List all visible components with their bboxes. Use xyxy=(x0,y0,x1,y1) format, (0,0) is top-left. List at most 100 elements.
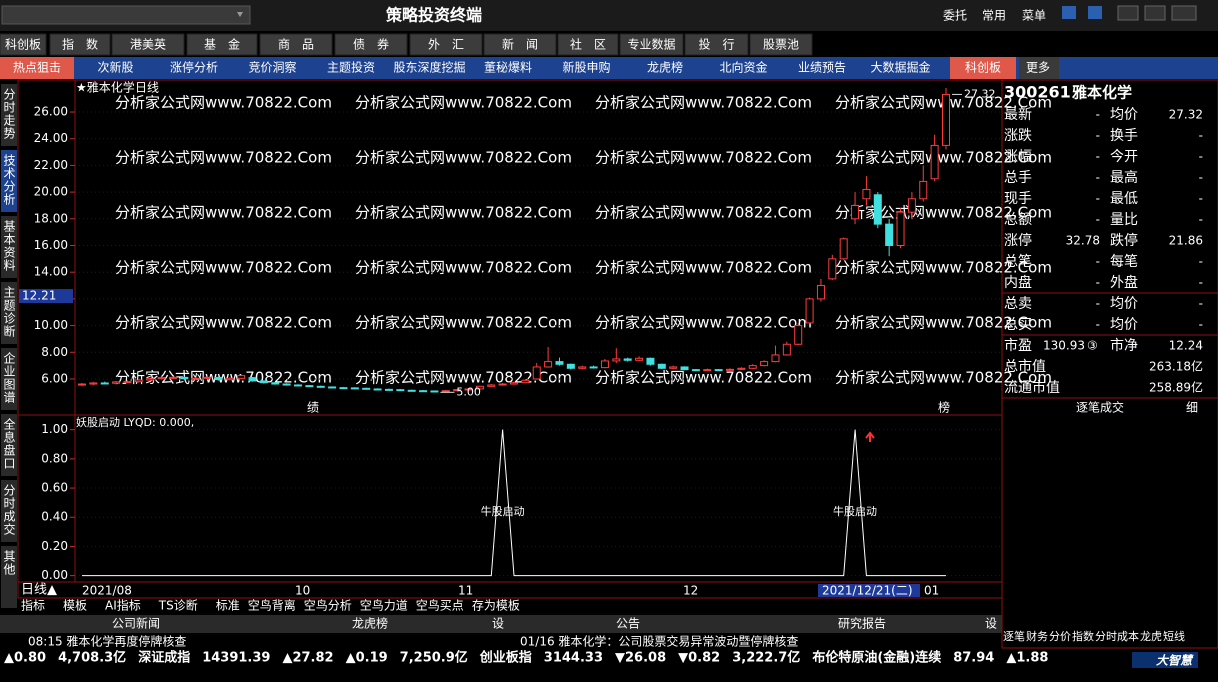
tab-label[interactable]: 大数据掘金 xyxy=(870,60,930,75)
tab-label[interactable]: 业绩预告 xyxy=(798,61,846,75)
menu-button[interactable] xyxy=(409,33,483,56)
watermark: 分析家公式网www.70822.Com xyxy=(355,314,572,332)
side-tab[interactable] xyxy=(1,546,17,608)
menu-button[interactable] xyxy=(334,33,408,56)
candle-body xyxy=(203,376,212,379)
news-header[interactable]: 设 xyxy=(985,617,997,631)
btn[interactable] xyxy=(1088,6,1102,19)
side-tab[interactable] xyxy=(1,348,17,410)
btn[interactable] xyxy=(1062,6,1076,19)
side-tab[interactable] xyxy=(1,216,17,278)
menu-button[interactable] xyxy=(49,33,111,56)
quote-tab[interactable]: 逐笔 xyxy=(1003,629,1025,643)
tab-label[interactable]: 次新股 xyxy=(97,60,133,75)
side-tab-label: 分时走势 xyxy=(2,88,16,140)
tab-label[interactable]: 新股申购 xyxy=(562,60,610,75)
menu-button[interactable] xyxy=(0,33,47,56)
quote-tab[interactable]: 财务 xyxy=(1026,629,1048,643)
y-tick-label: 6.00 xyxy=(41,371,68,385)
window-buttons xyxy=(1062,5,1197,21)
quote-tab[interactable]: 分价 xyxy=(1049,630,1071,643)
side-tab[interactable] xyxy=(1,282,17,344)
side-tab[interactable] xyxy=(1,150,17,212)
tab-label[interactable]: 股东深度挖掘 xyxy=(393,60,465,75)
menu-button[interactable] xyxy=(483,33,557,56)
bottom-tab[interactable]: 指标 xyxy=(21,598,45,613)
news-item[interactable]: 08:15 雅本化学再度停牌核查 xyxy=(28,634,186,649)
candle-body xyxy=(873,194,882,225)
quote-tab[interactable]: 短线 xyxy=(1163,629,1185,643)
menu-button[interactable] xyxy=(749,33,813,56)
watermark: 分析家公式网www.70822.Com xyxy=(595,204,812,222)
x-tick-label: 01 xyxy=(924,584,939,598)
watermark: 分析家公式网www.70822.Com xyxy=(595,369,812,387)
quote-tab[interactable]: 指数 xyxy=(1072,629,1094,643)
tab-label[interactable]: 北向资金 xyxy=(719,60,767,75)
bottom-tab[interactable]: 空鸟买点 xyxy=(416,598,464,613)
candle-body xyxy=(760,361,769,367)
candle-body xyxy=(657,363,666,369)
quote-tab[interactable]: 分时成本 xyxy=(1095,629,1139,643)
btn-min[interactable] xyxy=(1117,5,1139,21)
menu-button[interactable] xyxy=(619,33,684,56)
bottom-tab[interactable]: AI指标 xyxy=(105,598,141,613)
candle-body xyxy=(259,380,268,384)
x-tick-label: 2021/08 xyxy=(82,584,132,598)
candle-body xyxy=(362,387,371,390)
quote-label: 总手 xyxy=(1004,170,1032,186)
news-header[interactable]: 设 xyxy=(492,617,504,631)
menu-button[interactable] xyxy=(111,33,185,56)
bottom-tab[interactable]: 空鸟力道 xyxy=(360,598,408,613)
news-header[interactable]: 公告 xyxy=(616,617,640,631)
candle-body xyxy=(441,390,450,393)
btn-max[interactable] xyxy=(1144,5,1166,21)
menu-button[interactable] xyxy=(684,33,749,56)
tab-label[interactable]: 董秘爆料 xyxy=(484,61,532,75)
news-header[interactable]: 龙虎榜 xyxy=(352,616,388,631)
bottom-tab[interactable]: TS诊断 xyxy=(158,598,198,613)
title-action[interactable]: 常用 xyxy=(982,9,1006,23)
bottom-tab[interactable]: 空鸟分析 xyxy=(304,598,352,613)
x-tick-label: 11 xyxy=(458,584,473,598)
trades-tab[interactable]: 逐笔成交 xyxy=(1076,400,1124,415)
bottom-tab[interactable]: 空鸟背离 xyxy=(248,598,296,613)
tab-label[interactable]: 竞价洞察 xyxy=(248,61,296,75)
news-header[interactable]: 公司新闻 xyxy=(112,616,160,631)
tab-label[interactable]: 热点狙击 xyxy=(13,61,61,75)
menu-label: 商 品 xyxy=(278,37,314,52)
tab-label[interactable]: 龙虎榜 xyxy=(647,60,683,75)
menu-button[interactable] xyxy=(186,33,258,56)
candle-body xyxy=(816,285,825,300)
tab-label[interactable]: 涨停分析 xyxy=(170,60,218,75)
menu-button[interactable] xyxy=(259,33,333,56)
menu-button[interactable] xyxy=(557,33,619,56)
watermark: 分析家公式网www.70822.Com xyxy=(595,94,812,112)
tab-label[interactable]: 主题投资 xyxy=(327,60,375,75)
news-header[interactable]: 研究报告 xyxy=(838,616,886,631)
candle-body xyxy=(691,369,700,372)
news-item[interactable]: 01/16 雅本化学：公司股票交易异常波动暨停牌核查 xyxy=(520,634,798,649)
title-action[interactable]: 菜单 xyxy=(1022,9,1046,23)
quote-label: 均价 xyxy=(1110,107,1138,123)
low-label: 5.00 xyxy=(456,385,481,398)
tab-label[interactable]: 更多 xyxy=(1026,61,1050,75)
watermark: 分析家公式网www.70822.Com xyxy=(115,94,332,112)
bottom-tab[interactable]: 标准 xyxy=(216,599,240,613)
btn-close[interactable] xyxy=(1171,5,1197,21)
detail-tab[interactable]: 细 xyxy=(1186,401,1198,415)
side-tab[interactable] xyxy=(1,84,17,146)
side-tab[interactable] xyxy=(1,480,17,542)
candle-body xyxy=(248,377,257,382)
quote-tab[interactable]: 龙虎 xyxy=(1140,630,1162,643)
side-tab[interactable] xyxy=(1,414,17,476)
title-action[interactable]: 委托 xyxy=(943,9,967,23)
ticker-item: 布伦特原油(金融)连续 xyxy=(812,650,941,666)
candle-body xyxy=(396,389,405,392)
bottom-tab[interactable]: 模板 xyxy=(63,599,87,613)
tab-label[interactable]: 科创板 xyxy=(965,61,1001,75)
bottom-tab[interactable]: 存为模板 xyxy=(472,599,520,613)
candle-body xyxy=(680,366,689,371)
candle-body xyxy=(805,298,814,324)
candle-body xyxy=(782,343,791,356)
search-box[interactable] xyxy=(1,5,251,25)
